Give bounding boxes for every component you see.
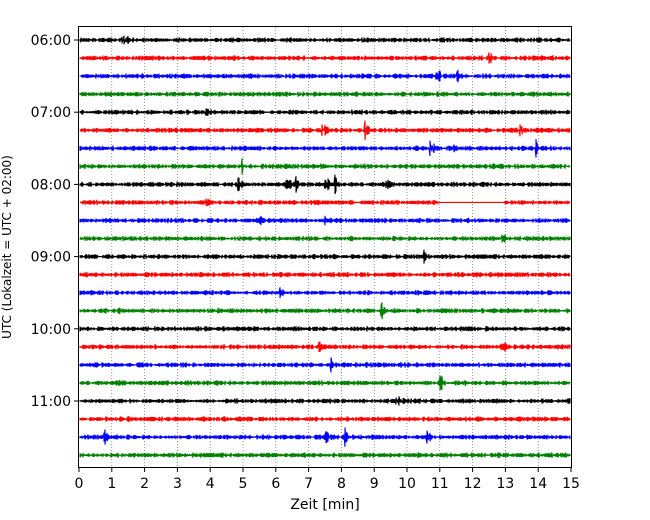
trace-1015 bbox=[79, 341, 571, 353]
y-tick-label: 10:00 bbox=[31, 322, 71, 338]
grid-lines bbox=[111, 27, 539, 467]
x-tick-label: 2 bbox=[140, 476, 149, 492]
trace-0615 bbox=[79, 52, 571, 64]
seismic-traces bbox=[79, 35, 571, 459]
x-tick-label: 8 bbox=[337, 476, 346, 492]
x-tick-label: 3 bbox=[173, 476, 182, 492]
trace-0800 bbox=[79, 174, 571, 195]
trace-1100 bbox=[79, 396, 571, 406]
y-axis-label: UTC (Lokalzeit = UTC + 02:00) bbox=[0, 155, 14, 339]
trace-1115 bbox=[79, 416, 571, 423]
x-tick-label: 7 bbox=[304, 476, 313, 492]
x-tick-label: 14 bbox=[529, 476, 547, 492]
x-tick-label: 5 bbox=[239, 476, 248, 492]
plot-frame bbox=[78, 26, 572, 468]
y-tick-label: 06:00 bbox=[31, 33, 71, 49]
trace-0945 bbox=[79, 302, 571, 320]
x-tick-label: 4 bbox=[206, 476, 215, 492]
y-tick-label: 08:00 bbox=[31, 177, 71, 193]
trace-1130 bbox=[79, 427, 571, 447]
trace-0815 bbox=[79, 198, 571, 207]
x-tick-label: 0 bbox=[75, 476, 84, 492]
trace-0700 bbox=[79, 108, 571, 116]
trace-1145 bbox=[79, 452, 571, 459]
trace-1045 bbox=[79, 375, 571, 391]
x-tick-label: 15 bbox=[562, 476, 580, 492]
y-tick-label: 11:00 bbox=[31, 394, 71, 410]
y-tick-label: 07:00 bbox=[31, 105, 71, 121]
x-tick-label: 9 bbox=[370, 476, 379, 492]
trace-0745 bbox=[79, 158, 571, 175]
trace-1000 bbox=[79, 325, 571, 332]
y-axis: 06:00 07:00 08:00 09:00 10:00 11:00 bbox=[31, 33, 79, 410]
x-axis-label: Zeit [min] bbox=[290, 497, 359, 513]
trace-0930 bbox=[79, 287, 571, 299]
x-tick-label: 12 bbox=[464, 476, 482, 492]
trace-0915 bbox=[79, 271, 571, 278]
x-tick-label: 13 bbox=[496, 476, 514, 492]
trace-0845 bbox=[79, 234, 571, 243]
y-tick-label: 09:00 bbox=[31, 250, 71, 266]
trace-1030 bbox=[79, 357, 571, 373]
trace-0715 bbox=[79, 120, 571, 141]
trace-0730 bbox=[79, 138, 571, 158]
trace-0630 bbox=[79, 69, 571, 83]
x-tick-label: 1 bbox=[107, 476, 116, 492]
trace-0900 bbox=[79, 249, 571, 264]
trace-0600 bbox=[79, 35, 571, 45]
x-tick-label: 6 bbox=[271, 476, 280, 492]
x-tick-label: 10 bbox=[398, 476, 416, 492]
x-tick-label: 11 bbox=[431, 476, 449, 492]
x-axis: 0 1 2 3 4 5 6 7 8 9 10 11 12 13 14 15 bbox=[75, 467, 580, 492]
trace-0645 bbox=[79, 91, 571, 98]
trace-0830 bbox=[79, 215, 571, 226]
